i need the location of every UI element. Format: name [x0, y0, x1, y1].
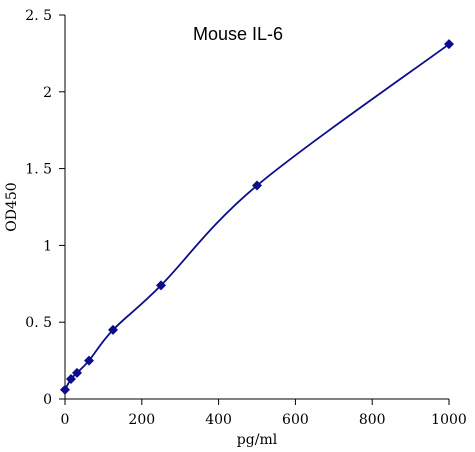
y-tick-label: 1 [43, 238, 52, 254]
y-axis-title: OD450 [4, 182, 20, 231]
data-point-marker [60, 384, 70, 395]
data-point-marker [65, 374, 76, 385]
x-ticks: 0 200 400 600 800 1000 [61, 399, 467, 428]
y-tick-label: 2. 5 [25, 8, 52, 24]
x-tick-label: 800 [359, 412, 386, 428]
data-point-marker [156, 280, 166, 291]
data-point-marker [72, 367, 82, 378]
x-tick-label: 600 [282, 412, 309, 428]
y-tick-label: 2 [43, 85, 52, 101]
x-tick-label: 0 [61, 412, 70, 428]
data-point-marker [108, 324, 118, 335]
chart-title: Mouse IL-6 [193, 24, 283, 44]
axes [64, 15, 449, 400]
y-tick-label: 1. 5 [25, 162, 52, 178]
x-axis-title: pg/ml [237, 432, 278, 448]
series-line [64, 43, 450, 391]
x-tick-label: 400 [205, 412, 232, 428]
y-tick-label: 0. 5 [25, 315, 52, 331]
y-tick-label: 0 [43, 392, 52, 408]
data-markers [60, 39, 454, 395]
y-ticks: 0 0. 5 1 1. 5 2 2. 5 [25, 8, 65, 408]
data-point-marker [444, 39, 454, 50]
x-tick-label: 200 [128, 412, 155, 428]
data-point-marker [252, 180, 262, 191]
x-tick-label: 1000 [431, 412, 467, 428]
data-point-marker [84, 355, 94, 366]
